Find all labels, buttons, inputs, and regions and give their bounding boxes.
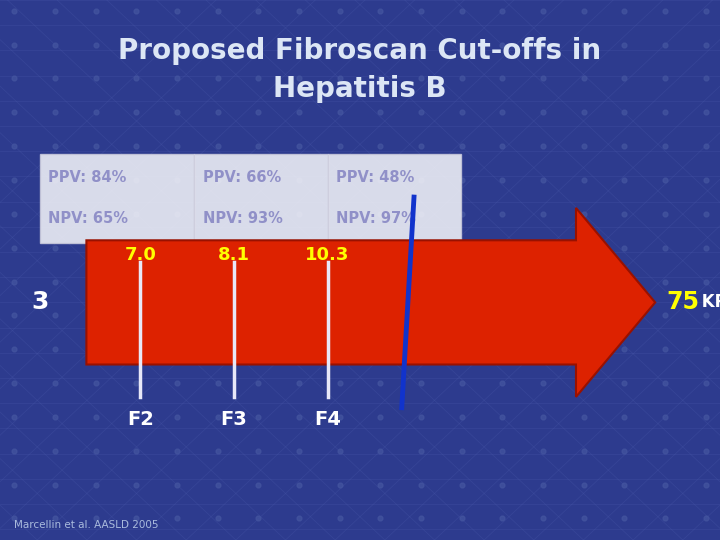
Text: F4: F4: [314, 410, 341, 429]
Polygon shape: [86, 208, 655, 397]
Text: KPa: KPa: [696, 293, 720, 312]
Text: PPV: 66%: PPV: 66%: [203, 171, 282, 185]
Text: PPV: 84%: PPV: 84%: [48, 171, 127, 185]
FancyBboxPatch shape: [40, 154, 194, 243]
Text: Hepatitis B: Hepatitis B: [273, 75, 447, 103]
Text: 3: 3: [31, 291, 48, 314]
Text: NPV: 93%: NPV: 93%: [203, 211, 283, 226]
FancyBboxPatch shape: [328, 154, 461, 243]
Text: NPV: 97%: NPV: 97%: [336, 211, 416, 226]
Text: F3: F3: [220, 410, 248, 429]
Text: PPV: 48%: PPV: 48%: [336, 171, 415, 185]
Text: 10.3: 10.3: [305, 246, 350, 264]
FancyBboxPatch shape: [194, 154, 328, 243]
Text: Marcellin et al. AASLD 2005: Marcellin et al. AASLD 2005: [14, 520, 159, 530]
Text: 75: 75: [666, 291, 699, 314]
Text: F2: F2: [127, 410, 154, 429]
Text: NPV: 65%: NPV: 65%: [48, 211, 128, 226]
Text: Proposed Fibroscan Cut-offs in: Proposed Fibroscan Cut-offs in: [118, 37, 602, 65]
Text: 7.0: 7.0: [125, 246, 156, 264]
Text: 8.1: 8.1: [218, 246, 250, 264]
